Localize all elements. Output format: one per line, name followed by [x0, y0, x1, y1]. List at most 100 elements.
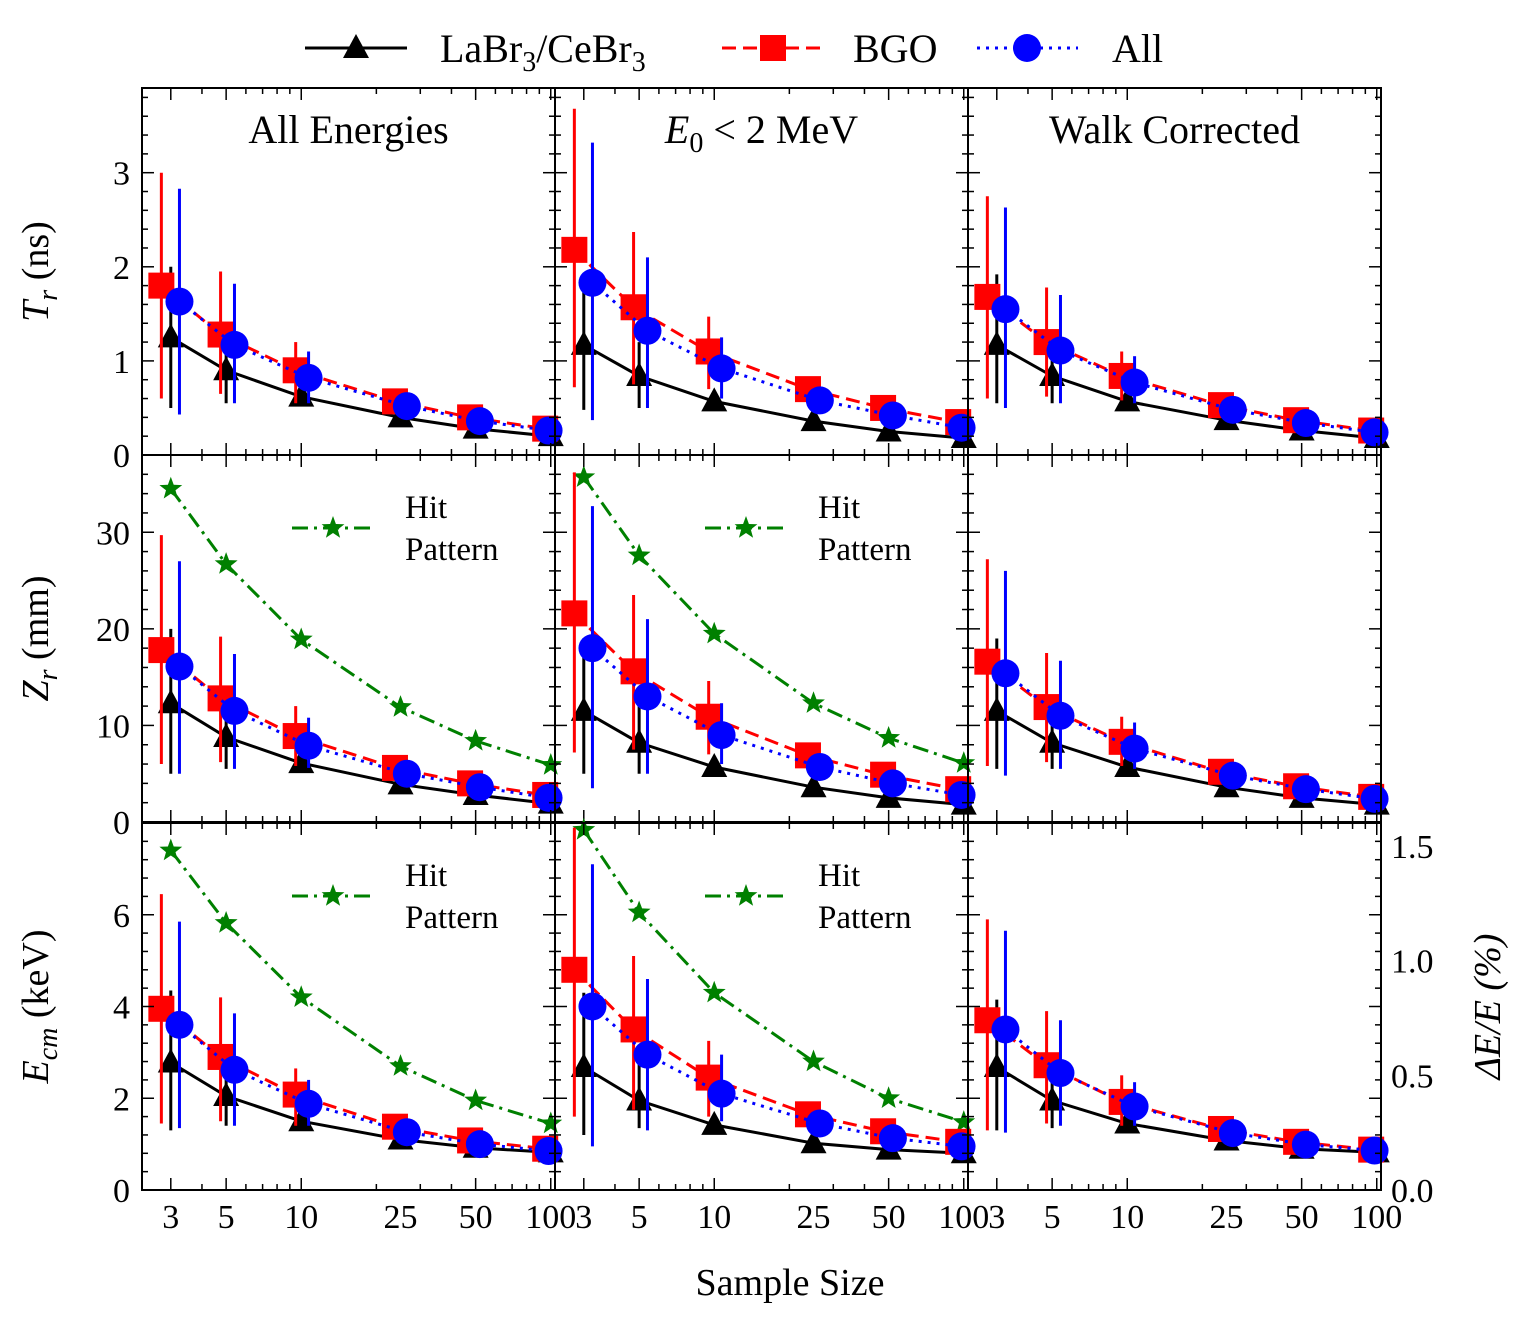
series-labr — [157, 628, 564, 814]
data-point — [878, 401, 907, 430]
y-tick-label: 6 — [113, 898, 130, 935]
data-point — [983, 330, 1010, 355]
x-ticks — [583, 823, 965, 1190]
y-axis-label: Zr (mm) — [15, 576, 64, 702]
y-ticks — [142, 822, 555, 1191]
hit-pattern-label: Pattern — [405, 532, 498, 568]
y-tick-label: 30 — [96, 515, 130, 552]
circle-icon — [1013, 34, 1041, 62]
data-point — [165, 652, 194, 681]
hit-pattern-label: Hit — [818, 858, 860, 894]
y-ticks — [968, 822, 1381, 1191]
right-y-tick-label: 1.0 — [1391, 944, 1434, 981]
panel-r0-c2 — [967, 87, 1390, 456]
x-ticks — [583, 455, 965, 822]
x-tick-label: 100 — [525, 1199, 576, 1236]
data-point — [802, 691, 825, 713]
x-axis-label: Sample Size — [696, 1262, 885, 1304]
data-point — [707, 721, 736, 750]
x-tick-label: 100 — [938, 1199, 989, 1236]
data-point — [561, 956, 588, 983]
panel-frame — [967, 454, 1382, 823]
data-point — [991, 659, 1020, 688]
data-point — [627, 543, 651, 566]
series-labr — [157, 266, 564, 447]
data-point — [802, 1049, 825, 1072]
star-icon — [321, 516, 345, 538]
x-ticks — [996, 823, 1378, 1190]
data-point — [570, 1053, 597, 1078]
data-point — [572, 465, 596, 487]
data-point — [578, 634, 607, 663]
y-tick-label: 4 — [113, 990, 130, 1027]
star-icon — [734, 516, 758, 538]
data-point — [1360, 784, 1389, 813]
data-point — [214, 552, 238, 574]
hit-pattern-label: Pattern — [818, 900, 911, 936]
series-labr — [983, 274, 1390, 449]
data-point — [214, 911, 238, 933]
hit-pattern-label: Hit — [405, 858, 447, 894]
data-point — [620, 294, 647, 321]
series-labr — [570, 992, 977, 1164]
data-point — [702, 621, 726, 644]
data-point — [952, 751, 976, 773]
data-point — [465, 407, 494, 436]
data-point — [805, 1109, 834, 1138]
data-point — [983, 1053, 1010, 1078]
data-point — [1218, 1119, 1247, 1148]
legend-label: LaBr3/CeBr3 — [440, 26, 646, 78]
series-line — [573, 612, 959, 791]
data-point — [159, 476, 183, 499]
data-point — [1291, 775, 1320, 804]
series-line — [169, 487, 552, 767]
triangle-icon — [343, 34, 369, 58]
data-point — [633, 1040, 662, 1069]
data-point — [578, 268, 607, 297]
panel-r1-c2 — [967, 454, 1390, 823]
series-labr — [570, 638, 977, 815]
y-ticks — [968, 454, 1381, 823]
x-tick-label: 100 — [1351, 1199, 1402, 1236]
data-point — [633, 316, 662, 345]
panel-frame — [967, 822, 1382, 1191]
x-ticks — [170, 88, 552, 455]
data-point — [1120, 1092, 1149, 1121]
data-point — [952, 1110, 976, 1132]
panel-r2-c2 — [967, 822, 1390, 1191]
legend: LaBr3/CeBr3 BGO All — [305, 26, 1163, 78]
data-point — [289, 627, 313, 650]
data-point — [1218, 395, 1247, 424]
x-ticks — [996, 88, 1378, 455]
data-point — [701, 752, 728, 777]
x-ticks — [170, 823, 552, 1190]
y-ticks — [142, 454, 555, 823]
x-tick-label: 5 — [218, 1199, 235, 1236]
series-line — [583, 1065, 964, 1155]
data-point — [1291, 1130, 1320, 1159]
data-point — [1291, 409, 1320, 438]
series-line — [986, 1019, 1372, 1152]
data-point — [1218, 761, 1247, 790]
data-point — [157, 323, 184, 348]
legend-entry-labr: LaBr3/CeBr3 — [305, 26, 646, 78]
data-point — [289, 985, 313, 1007]
y-tick-label: 0 — [113, 438, 130, 475]
data-point — [220, 696, 249, 725]
data-point — [294, 363, 323, 392]
series-bgo — [974, 196, 1385, 444]
y-tick-label: 20 — [96, 612, 130, 649]
series-all — [991, 930, 1389, 1165]
hit-pattern-legend: Hit Pattern — [292, 490, 498, 568]
data-point — [707, 354, 736, 383]
data-point — [1360, 1136, 1389, 1165]
legend-label: All — [1112, 26, 1163, 71]
series-line — [582, 829, 965, 1124]
data-point — [1046, 701, 1075, 730]
series-all — [578, 864, 976, 1161]
panel-r0-c1 — [554, 87, 977, 456]
series-line — [583, 709, 964, 807]
series-bgo — [974, 559, 1385, 810]
data-point — [392, 759, 421, 788]
series-line — [1004, 307, 1375, 434]
